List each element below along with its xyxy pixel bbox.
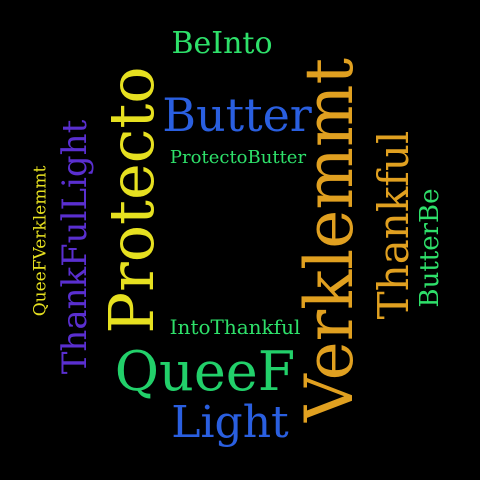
word-protectobutter: ProtectoButter [169, 147, 307, 168]
word-queef: QueeF [114, 340, 296, 403]
word-thankfullight: ThankFulLight [55, 119, 95, 375]
word-butterbe: ButterBe [415, 188, 445, 308]
word-butter: Butter [162, 88, 312, 142]
word-verklemmt: Verklemmt [291, 57, 368, 423]
word-light: Light [171, 397, 289, 448]
word-thankful: Thankful [369, 130, 418, 320]
word-protecto: Protecto [95, 66, 168, 334]
word-intothankful: IntoThankful [169, 315, 301, 339]
word-queefverklemmt: QueeFVerklemmt [30, 165, 51, 317]
word-beinto: BeInto [171, 26, 273, 61]
